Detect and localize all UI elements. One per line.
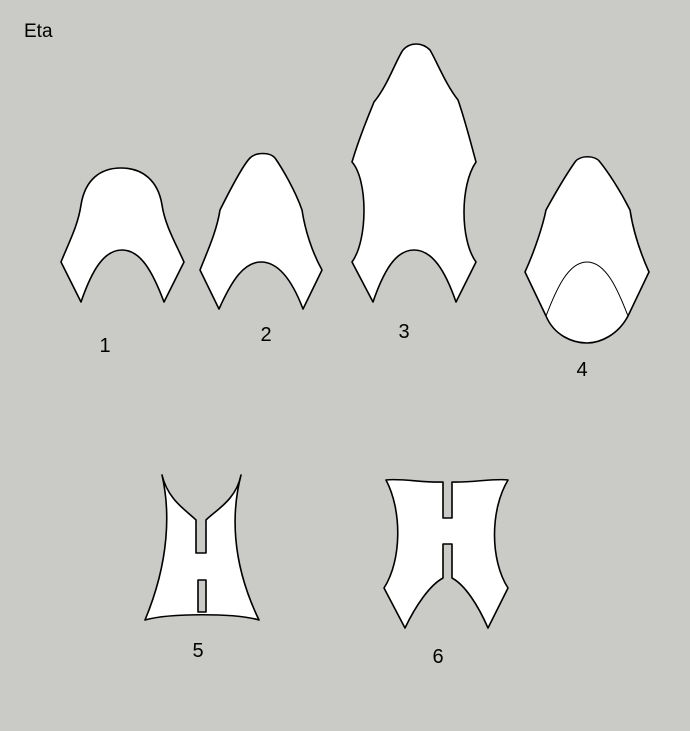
shape-1 bbox=[60, 167, 185, 303]
page-title: Eta bbox=[24, 21, 53, 42]
shape-6 bbox=[383, 478, 509, 629]
figure-label-3: 3 bbox=[398, 321, 410, 343]
shape-4-inner-arch bbox=[545, 261, 629, 317]
shape-2 bbox=[199, 152, 323, 310]
figure-label-1: 1 bbox=[99, 335, 111, 357]
figure-label-2: 2 bbox=[260, 324, 272, 346]
figure-label-4: 4 bbox=[576, 359, 588, 381]
shape-5 bbox=[144, 474, 260, 621]
shape-4 bbox=[524, 155, 650, 344]
figure-label-5: 5 bbox=[192, 640, 204, 662]
shape-3 bbox=[351, 43, 477, 303]
figure-label-6: 6 bbox=[432, 646, 444, 668]
